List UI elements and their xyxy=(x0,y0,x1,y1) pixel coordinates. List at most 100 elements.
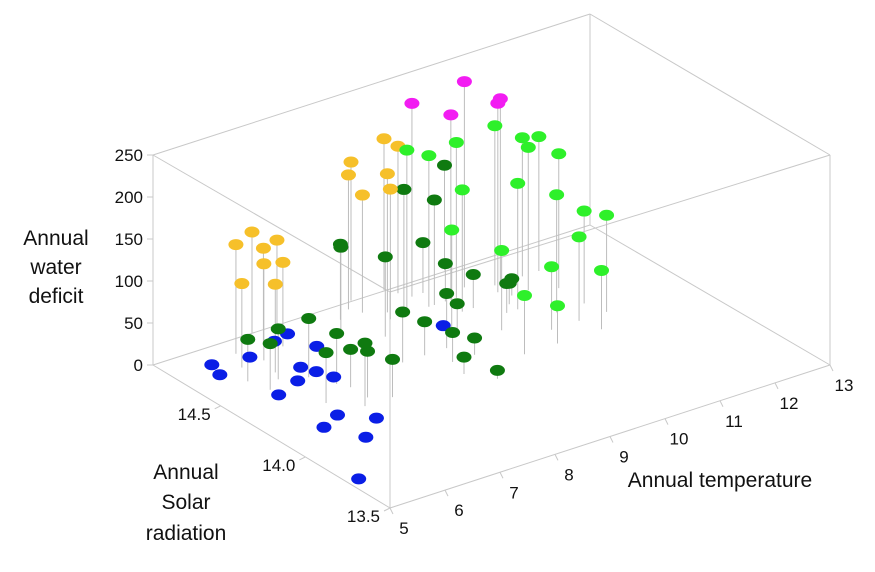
data-point xyxy=(358,431,374,443)
y-tick-label: 14.0 xyxy=(262,456,295,475)
x-tick-mark xyxy=(719,400,724,407)
data-point xyxy=(544,261,560,273)
plot-box xyxy=(152,13,831,509)
x-tick-mark xyxy=(829,364,834,372)
x-tick-mark xyxy=(554,454,559,461)
data-point xyxy=(269,234,285,246)
x-tick-label: 8 xyxy=(564,465,573,484)
data-point xyxy=(435,320,451,332)
data-point xyxy=(465,268,481,280)
z-axis-title-line3: deficit xyxy=(29,285,84,308)
z-axis-title-line2: water xyxy=(29,256,81,279)
data-point xyxy=(228,239,244,251)
y-axis-title-line1: Annual xyxy=(153,461,218,484)
data-point xyxy=(316,421,332,433)
data-point xyxy=(445,327,461,339)
data-point xyxy=(517,289,532,301)
data-point xyxy=(354,189,370,201)
data-point xyxy=(421,150,437,162)
data-point xyxy=(417,316,433,328)
data-point xyxy=(439,288,455,300)
data-point xyxy=(551,148,567,160)
data-point xyxy=(426,194,442,206)
data-point xyxy=(456,76,472,88)
x-tick-label: 13 xyxy=(835,376,854,395)
data-point xyxy=(271,389,287,401)
data-point xyxy=(343,156,359,168)
data-point xyxy=(267,278,283,290)
data-point xyxy=(396,183,412,195)
data-point xyxy=(550,300,565,312)
data-point xyxy=(456,351,472,363)
data-point xyxy=(240,333,256,345)
y-tick-mark xyxy=(214,405,221,410)
data-point xyxy=(444,224,460,236)
data-point xyxy=(404,97,420,109)
data-point xyxy=(487,120,503,132)
y-tick-mark xyxy=(299,456,306,461)
data-point xyxy=(571,231,587,243)
data-point xyxy=(270,323,286,335)
x-tick-mark xyxy=(444,489,449,497)
data-point xyxy=(377,251,393,263)
z-axis-title-line1: Annual xyxy=(23,227,88,250)
data-point xyxy=(212,369,228,381)
x-tick-label: 11 xyxy=(725,412,743,431)
data-point xyxy=(489,364,505,376)
data-point xyxy=(329,327,345,339)
x-tick-mark xyxy=(389,507,394,515)
data-point xyxy=(318,347,334,359)
data-point xyxy=(351,473,367,485)
data-point xyxy=(376,133,392,145)
data-points xyxy=(204,76,615,485)
x-axis-title: Annual temperature xyxy=(628,469,812,492)
data-point xyxy=(255,242,271,254)
data-point xyxy=(244,226,260,238)
data-point xyxy=(490,97,506,109)
box-edge xyxy=(389,154,831,293)
data-point xyxy=(343,343,359,355)
z-tick-label: 200 xyxy=(115,188,143,207)
data-point xyxy=(520,141,536,153)
data-point xyxy=(333,241,349,253)
z-tick-label: 150 xyxy=(115,230,143,249)
data-point xyxy=(290,375,306,387)
data-point xyxy=(301,312,317,324)
data-point xyxy=(437,159,452,171)
data-point xyxy=(385,353,400,365)
z-tick-label: 100 xyxy=(115,272,143,291)
x-tick-label: 7 xyxy=(509,483,518,502)
data-point xyxy=(437,258,453,270)
data-point xyxy=(531,131,547,143)
y-axis-title-line2: Solar xyxy=(161,491,210,514)
data-point xyxy=(594,264,609,276)
data-point xyxy=(204,359,220,371)
x-tick-label: 10 xyxy=(670,430,689,449)
data-point xyxy=(357,337,373,349)
data-point xyxy=(499,278,515,290)
data-point xyxy=(242,351,258,363)
z-tick-label: 250 xyxy=(115,146,143,165)
x-tick-mark xyxy=(609,436,614,443)
box-edge xyxy=(589,13,831,156)
data-point xyxy=(415,237,431,249)
data-point xyxy=(449,298,465,310)
data-point xyxy=(395,306,411,318)
data-point xyxy=(368,412,384,424)
x-tick-mark xyxy=(664,418,669,425)
y-tick-label: 13.5 xyxy=(347,507,380,526)
data-point xyxy=(293,361,309,373)
data-point xyxy=(340,169,356,181)
x-tick-label: 9 xyxy=(619,448,628,467)
y-axis-title-line3: radiation xyxy=(146,522,227,545)
data-point xyxy=(443,109,459,121)
data-point xyxy=(448,136,464,148)
x-tick-mark xyxy=(499,472,504,479)
x-tick-label: 5 xyxy=(399,519,408,538)
data-point xyxy=(308,366,324,378)
data-point xyxy=(326,371,342,383)
data-point xyxy=(576,205,592,217)
data-point xyxy=(510,177,526,189)
y-tick-label: 14.5 xyxy=(178,405,211,424)
data-point xyxy=(330,409,345,421)
